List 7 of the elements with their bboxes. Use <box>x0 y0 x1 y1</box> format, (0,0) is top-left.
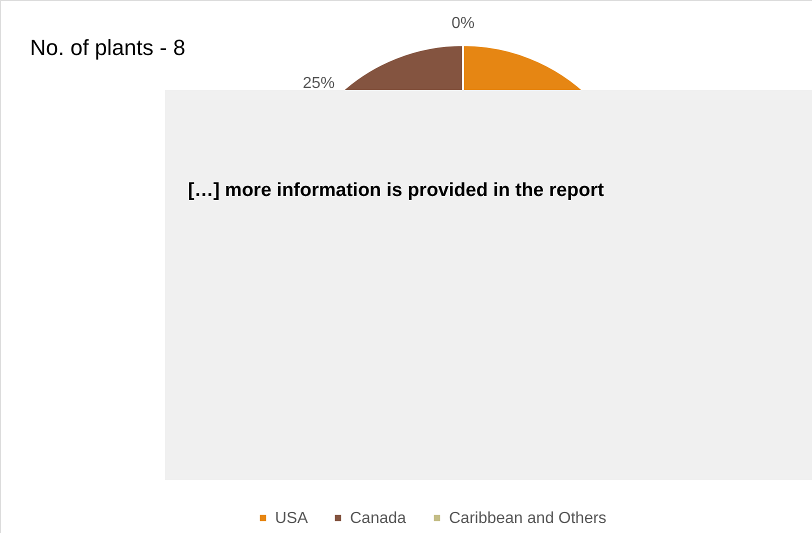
chart-title: No. of plants - 8 <box>30 35 186 60</box>
text: 0% <box>451 15 475 32</box>
text: […] more information is provided in the report <box>188 180 605 201</box>
data-label: 25% <box>302 74 335 92</box>
legend-label: Caribbean and Others <box>449 510 606 527</box>
legend-label: USA <box>275 510 308 527</box>
legend-label: Canada <box>350 510 406 527</box>
